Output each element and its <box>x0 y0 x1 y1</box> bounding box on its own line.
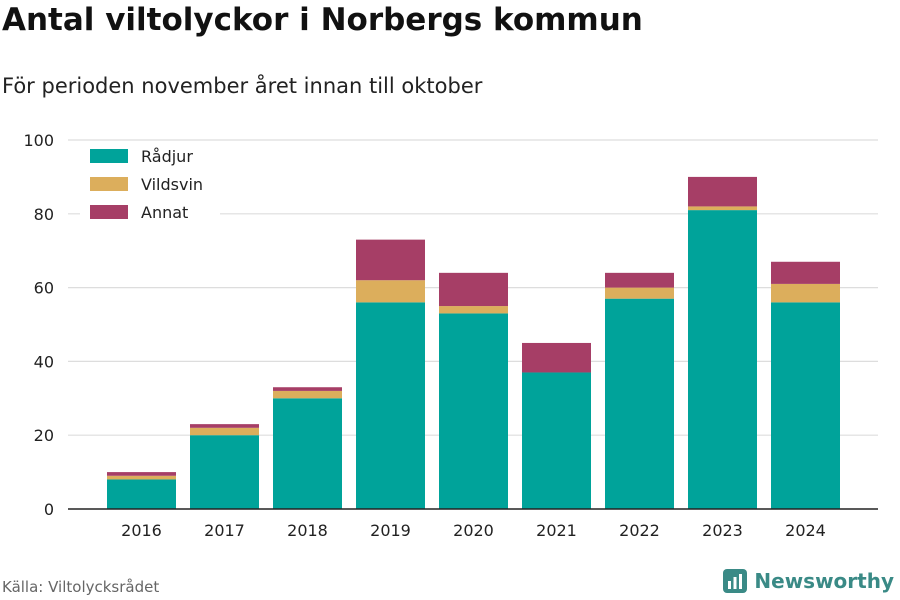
chart-title: Antal viltolyckor i Norbergs kommun <box>2 2 643 38</box>
legend-swatch <box>90 149 128 163</box>
bar-segment <box>522 372 591 509</box>
x-tick-label: 2020 <box>453 521 494 540</box>
x-tick-label: 2016 <box>121 521 162 540</box>
bar-segment <box>190 435 259 509</box>
bar-segment <box>688 210 757 510</box>
source-note: Källa: Viltolycksrådet <box>2 578 160 596</box>
bar-segment <box>771 261 840 284</box>
y-tick-label: 40 <box>34 352 54 371</box>
bar-segment <box>190 424 259 428</box>
y-tick-label: 60 <box>34 279 54 298</box>
bar-segment <box>273 398 342 509</box>
legend-label: Vildsvin <box>141 175 203 194</box>
brand-logo: Newsworthy <box>722 568 894 594</box>
legend-label: Rådjur <box>141 147 193 166</box>
bar-chart-logo-icon <box>723 569 748 593</box>
bar-segment <box>190 427 259 436</box>
x-tick-label: 2021 <box>536 521 577 540</box>
x-tick-label: 2019 <box>370 521 411 540</box>
brand-name: Newsworthy <box>754 569 894 593</box>
bar-segment <box>356 302 425 509</box>
bar-segment <box>688 206 757 211</box>
bar-segment <box>356 239 425 281</box>
bar-segment <box>439 313 508 509</box>
x-tick-label: 2018 <box>287 521 328 540</box>
chart-subtitle: För perioden november året innan till ok… <box>2 74 483 98</box>
bar-segment <box>605 298 674 509</box>
bar-segment <box>439 306 508 314</box>
bar-segment <box>771 283 840 303</box>
bar-segment <box>605 272 674 288</box>
bar-segment <box>107 475 176 480</box>
bar-segment <box>522 342 591 373</box>
y-tick-label: 80 <box>34 205 54 224</box>
bar-segment <box>273 390 342 399</box>
x-tick-label: 2024 <box>785 521 826 540</box>
y-tick-label: 0 <box>44 500 54 519</box>
bar-segment <box>107 479 176 509</box>
bar-segment <box>273 387 342 391</box>
bar-segment <box>688 176 757 207</box>
y-tick-label: 100 <box>23 131 54 150</box>
x-tick-label: 2022 <box>619 521 660 540</box>
legend-swatch <box>90 177 128 191</box>
bar-segment <box>771 302 840 509</box>
bar-segment <box>605 287 674 299</box>
legend-swatch <box>90 205 128 219</box>
bar-segment <box>107 472 176 476</box>
x-tick-label: 2023 <box>702 521 743 540</box>
x-tick-label: 2017 <box>204 521 245 540</box>
y-tick-label: 20 <box>34 426 54 445</box>
bar-segment <box>439 272 508 307</box>
legend-label: Annat <box>141 203 188 222</box>
bar-segment <box>356 280 425 303</box>
